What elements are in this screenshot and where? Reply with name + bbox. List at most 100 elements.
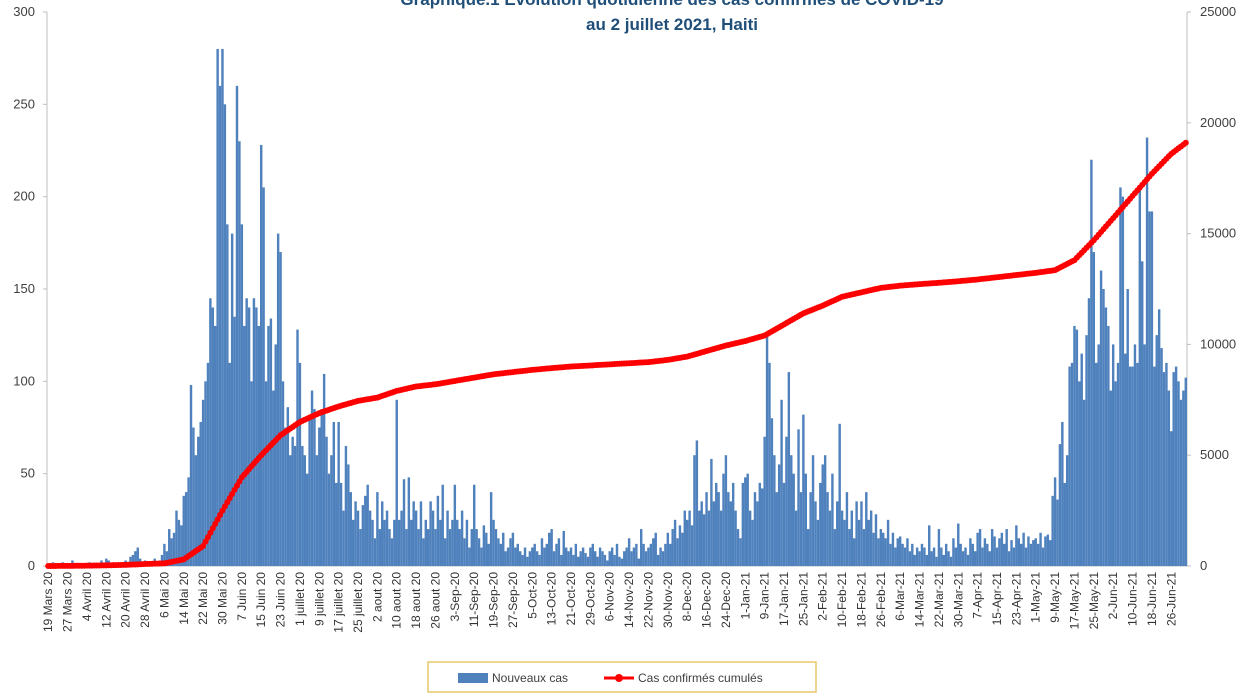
bar [516, 543, 519, 566]
bar [238, 141, 241, 566]
bar [632, 547, 636, 566]
bar [272, 390, 275, 566]
bar [354, 501, 357, 566]
bar [502, 532, 505, 566]
bar [439, 519, 442, 566]
bar [1116, 362, 1120, 566]
bar [603, 554, 607, 566]
bar [497, 538, 500, 566]
bar [1165, 362, 1168, 566]
bar [407, 477, 411, 566]
bar [332, 421, 336, 566]
bar [381, 501, 384, 566]
x-tick-label: 17-May-21 [1067, 572, 1081, 630]
x-tick-label: 7 Juin 20 [235, 572, 249, 621]
bar [204, 381, 207, 566]
bar [1121, 196, 1125, 566]
bar [981, 547, 984, 566]
x-tick-label: 17-Jan-21 [777, 572, 791, 626]
bar [886, 519, 890, 566]
bar [969, 538, 972, 566]
bar [293, 445, 297, 566]
x-tick-label: 6 Mai 20 [157, 572, 171, 618]
bar [719, 510, 723, 566]
x-tick-label: 30-Mar-21 [951, 572, 965, 628]
bar [685, 519, 689, 566]
bar [564, 547, 568, 566]
bar [373, 538, 377, 566]
bar [814, 501, 817, 566]
bar [705, 492, 708, 566]
bar [877, 538, 880, 566]
bar [189, 385, 193, 566]
bar [1061, 421, 1064, 566]
bar [313, 409, 316, 566]
bar [499, 543, 503, 566]
bar [1000, 532, 1004, 566]
bar [584, 553, 587, 566]
bar [702, 514, 706, 566]
bar [1075, 329, 1079, 566]
bar [1073, 325, 1076, 566]
bar [560, 554, 563, 566]
bar [688, 510, 691, 566]
bar [1114, 381, 1117, 566]
bar [896, 538, 899, 566]
bar [201, 399, 205, 566]
bar [959, 543, 962, 566]
y2-tick-label: 5000 [1200, 447, 1229, 462]
bar [574, 543, 578, 566]
bar [305, 473, 309, 566]
bar [935, 556, 938, 566]
bar [961, 551, 965, 566]
bar [1063, 482, 1066, 566]
bar [610, 547, 614, 566]
y-tick-label: 0 [28, 558, 35, 573]
bar [739, 538, 742, 566]
bar [252, 298, 256, 566]
bar [390, 538, 394, 566]
y-tick-label: 300 [13, 4, 35, 19]
bar [712, 501, 716, 566]
bar [1092, 252, 1096, 567]
bar [1133, 344, 1137, 566]
bar [884, 538, 887, 566]
bar [335, 482, 338, 566]
bar [785, 436, 788, 566]
x-tick-label: 27-Sep-20 [506, 572, 520, 628]
bar [908, 551, 912, 566]
bar [765, 335, 769, 566]
bar [543, 547, 546, 566]
x-tick-label: 5-Oct-20 [525, 572, 539, 619]
bar [775, 492, 778, 566]
bar [1032, 540, 1035, 566]
bar [1109, 390, 1112, 566]
bar [259, 144, 263, 566]
bar [925, 554, 929, 566]
bar [131, 554, 135, 566]
bar [255, 307, 258, 566]
bar [531, 547, 534, 566]
bar [823, 455, 827, 566]
bar [361, 505, 365, 566]
line-marker [200, 543, 207, 550]
y2-tick-label: 0 [1200, 558, 1207, 573]
bar [274, 344, 277, 566]
x-tick-label: 18 aout 20 [409, 572, 423, 629]
bar [364, 495, 367, 566]
bar [782, 482, 786, 566]
y2-tick-label: 15000 [1200, 226, 1236, 241]
bar [811, 455, 815, 566]
x-tick-label: 6-Nov-20 [603, 572, 617, 622]
bar [722, 473, 725, 566]
bar [482, 525, 486, 566]
bar [235, 85, 239, 566]
bar [1131, 366, 1134, 566]
bar [129, 556, 132, 566]
bar [168, 529, 171, 566]
bar [901, 543, 904, 566]
x-tick-label: 22-Mar-21 [932, 572, 946, 628]
bar [1128, 366, 1132, 566]
bar [446, 510, 449, 566]
x-tick-label: 21-Oct-20 [564, 572, 578, 626]
